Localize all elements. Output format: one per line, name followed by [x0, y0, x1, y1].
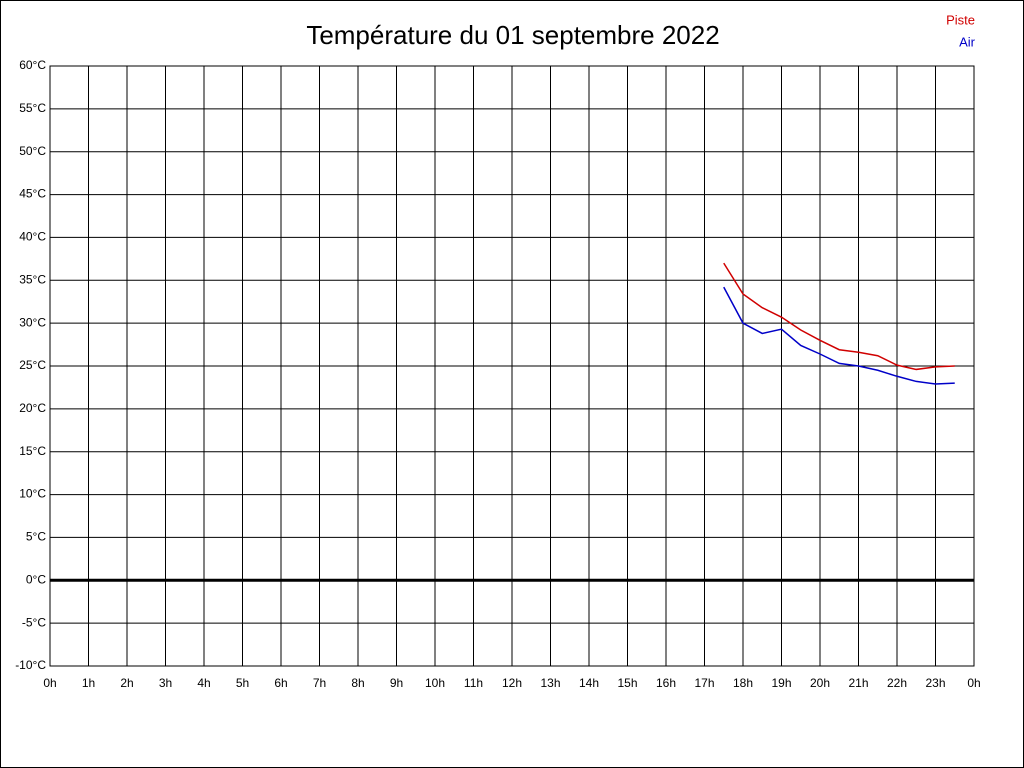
- x-tick-label: 14h: [579, 676, 599, 690]
- y-tick-label: 10°C: [19, 487, 46, 501]
- series-line: [723, 262, 955, 371]
- x-tick-label: 2h: [120, 676, 133, 690]
- x-tick-label: 4h: [197, 676, 210, 690]
- x-tick-label: 9h: [390, 676, 403, 690]
- x-tick-label: 13h: [540, 676, 560, 690]
- y-tick-label: -5°C: [22, 615, 46, 629]
- x-tick-label: 0h: [967, 676, 980, 690]
- x-tick-label: 20h: [810, 676, 830, 690]
- legend-label: Air: [959, 34, 976, 49]
- y-tick-label: 0°C: [26, 572, 46, 586]
- x-tick-label: 8h: [351, 676, 364, 690]
- x-tick-label: 0h: [43, 676, 56, 690]
- x-tick-label: 17h: [694, 676, 714, 690]
- x-tick-label: 23h: [925, 676, 945, 690]
- y-tick-label: 25°C: [19, 358, 46, 372]
- x-tick-label: 11h: [464, 676, 483, 690]
- y-tick-label: 30°C: [19, 315, 46, 329]
- y-tick-label: -10°C: [15, 658, 46, 672]
- x-tick-label: 10h: [425, 676, 445, 690]
- x-tick-label: 18h: [733, 676, 753, 690]
- x-tick-label: 15h: [617, 676, 637, 690]
- x-tick-label: 6h: [274, 676, 287, 690]
- x-tick-label: 1h: [82, 676, 95, 690]
- x-tick-label: 22h: [887, 676, 907, 690]
- x-tick-label: 3h: [159, 676, 172, 690]
- y-tick-label: 55°C: [19, 101, 46, 115]
- x-tick-label: 12h: [502, 676, 522, 690]
- series-line: [723, 286, 955, 385]
- y-tick-label: 60°C: [19, 58, 46, 72]
- x-tick-label: 21h: [848, 676, 868, 690]
- y-tick-label: 45°C: [19, 187, 46, 201]
- y-tick-label: 40°C: [19, 230, 46, 244]
- y-tick-label: 5°C: [26, 530, 46, 544]
- y-tick-label: 35°C: [19, 272, 46, 286]
- y-tick-label: 50°C: [19, 144, 46, 158]
- x-tick-label: 7h: [313, 676, 326, 690]
- chart-title: Température du 01 septembre 2022: [306, 20, 719, 50]
- legend-label: Piste: [946, 12, 975, 27]
- x-tick-label: 16h: [656, 676, 676, 690]
- x-tick-label: 19h: [771, 676, 791, 690]
- y-tick-label: 15°C: [19, 444, 46, 458]
- y-tick-label: 20°C: [19, 401, 46, 415]
- x-tick-label: 5h: [236, 676, 249, 690]
